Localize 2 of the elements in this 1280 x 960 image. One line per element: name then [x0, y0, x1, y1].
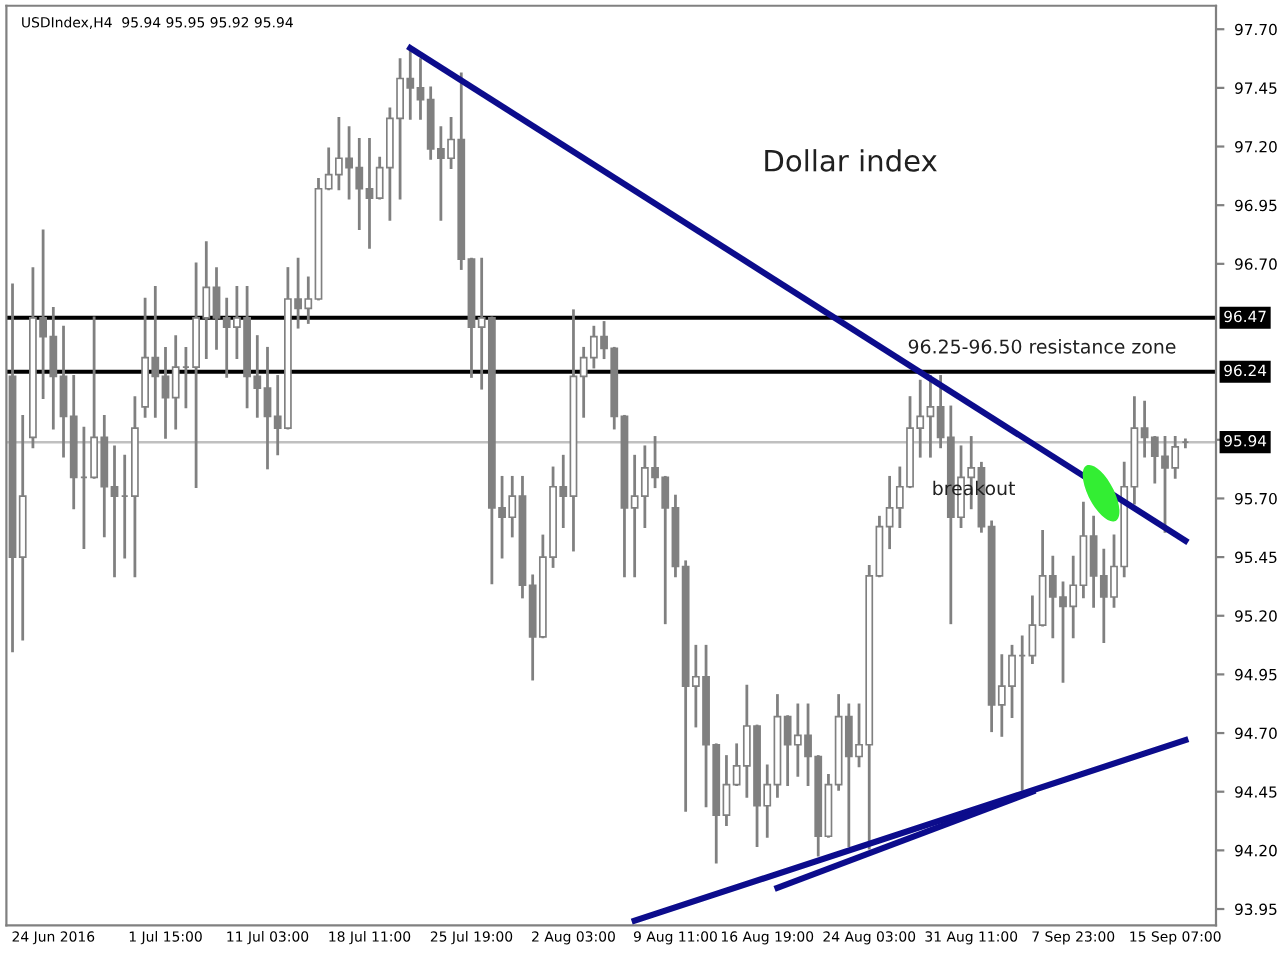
annotation: Dollar index: [765, 149, 937, 172]
annotation: 96.25-96.50 resistance zone: [908, 339, 1176, 354]
